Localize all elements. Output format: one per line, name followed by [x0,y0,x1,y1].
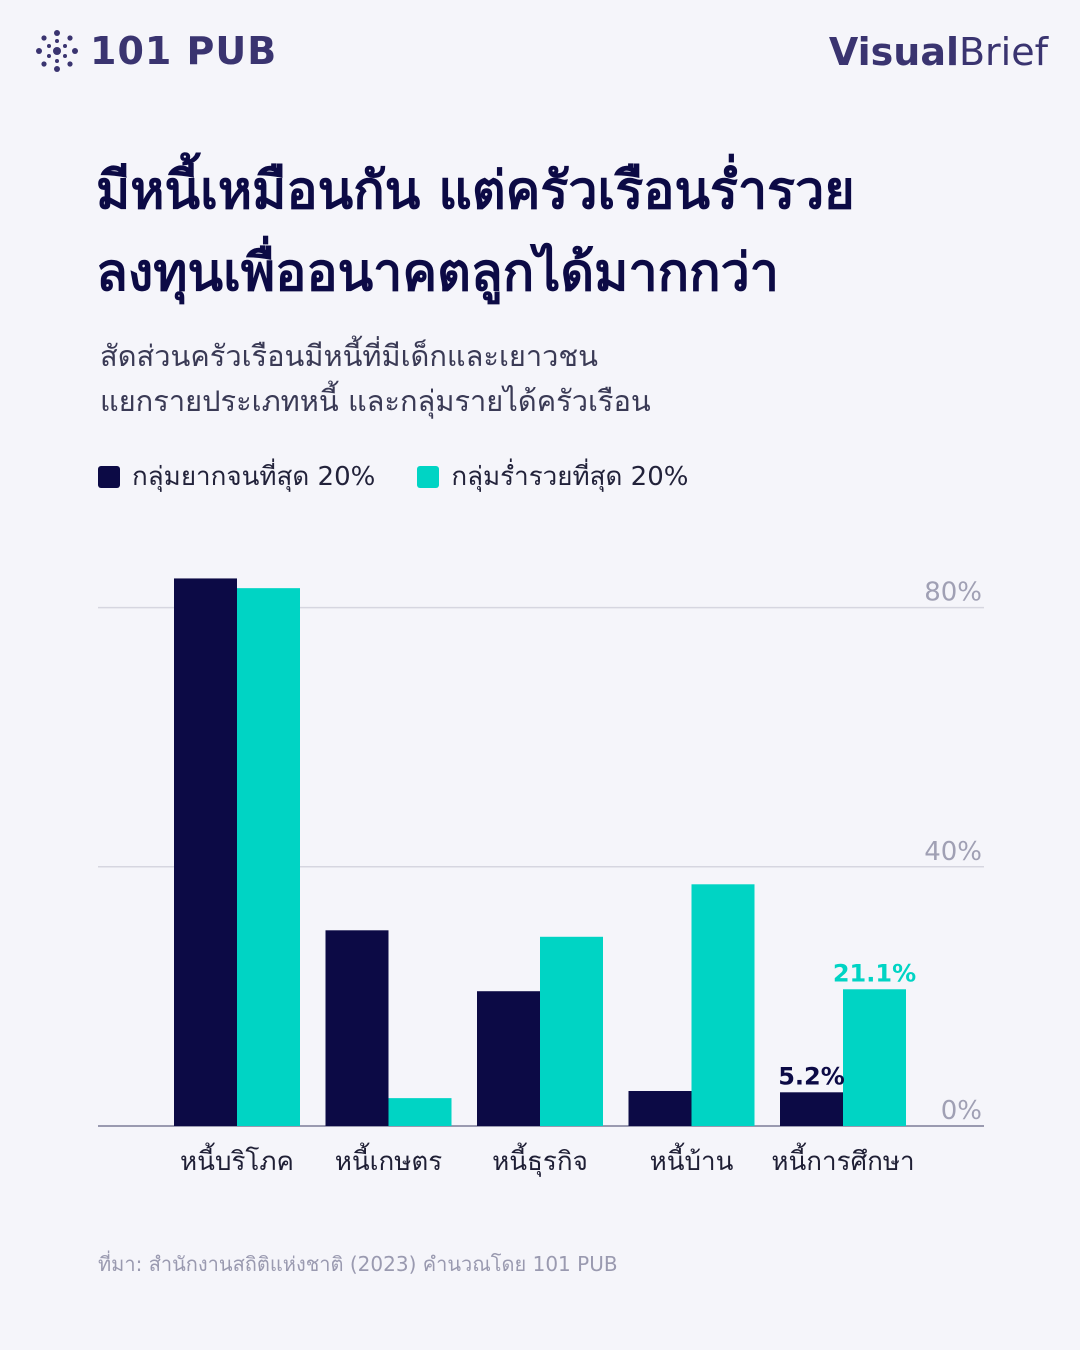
chart-legend: กลุ่มยากจนที่สุด 20% กลุ่มร่ำรวยที่สุด 2… [98,456,688,497]
series-brand-bold: Visual [828,30,959,74]
source-note: ที่มา: สำนักงานสถิติแห่งชาติ (2023) คำนว… [98,1252,618,1276]
category-label: หนี้บริโภค [180,1142,294,1177]
subtitle-line-1: สัดส่วนครัวเรือนมีหนี้ที่มีเด็กและเยาวชน [100,339,598,373]
subtitle-line-2: แยกรายประเภทหนี้ และกลุ่มรายได้ครัวเรือน [100,384,651,418]
series-brand-light: Brief [958,30,1048,74]
data-label: 5.2% [778,1062,845,1090]
bar-richest-0 [237,588,300,1126]
bar-richest-1 [388,1098,452,1126]
bar-chart: 0% 40% 80% หนี้บริโภค หนี้เกษตร หนี้ธุรกิจ หนี… [98,578,984,1177]
bar-poorest-4 [780,1092,843,1126]
bar-richest-2 [540,936,603,1126]
category-label: หนี้บ้าน [650,1142,734,1177]
category-label: หนี้เกษตร [335,1142,443,1177]
legend-item-richest: กลุ่มร่ำรวยที่สุด 20% [417,456,688,497]
title-line-1: มีหนี้เหมือนกัน แต่ครัวเรือนร่ำรวย [96,161,855,221]
page-title: มีหนี้เหมือนกัน แต่ครัวเรือนร่ำรวย ลงทุน… [96,150,1016,314]
brand-name: 101 PUB [90,29,278,73]
brand-logo: 101 PUB [34,28,277,74]
legend-label-richest: กลุ่มร่ำรวยที่สุด 20% [451,462,689,492]
category-label: หนี้การศึกษา [771,1142,914,1177]
bar-richest-3 [691,884,755,1126]
bar-poorest-0 [174,578,237,1126]
legend-label-poorest: กลุ่มยากจนที่สุด 20% [132,462,376,492]
category-label: หนี้ธุรกิจ [492,1142,588,1177]
bar-poorest-1 [325,930,389,1126]
title-line-2: ลงทุนเพื่ออนาคตลูกได้มากกว่า [96,243,780,303]
legend-item-poorest: กลุ่มยากจนที่สุด 20% [98,456,375,497]
visualbrief-logo: VisualBrief [829,30,1048,74]
bar-poorest-3 [628,1091,692,1126]
network-dots-icon [36,30,78,72]
y-tick-label: 40% [924,837,982,867]
chart-subtitle: สัดส่วนครัวเรือนมีหนี้ที่มีเด็กและเยาวชน… [100,334,1000,424]
bar-poorest-2 [477,991,540,1126]
bar-richest-4 [843,989,906,1126]
y-tick-label: 80% [924,578,982,608]
legend-swatch-poorest [98,465,120,488]
legend-swatch-richest [417,465,440,488]
y-tick-label: 0% [941,1096,982,1126]
data-label: 21.1% [833,959,916,987]
